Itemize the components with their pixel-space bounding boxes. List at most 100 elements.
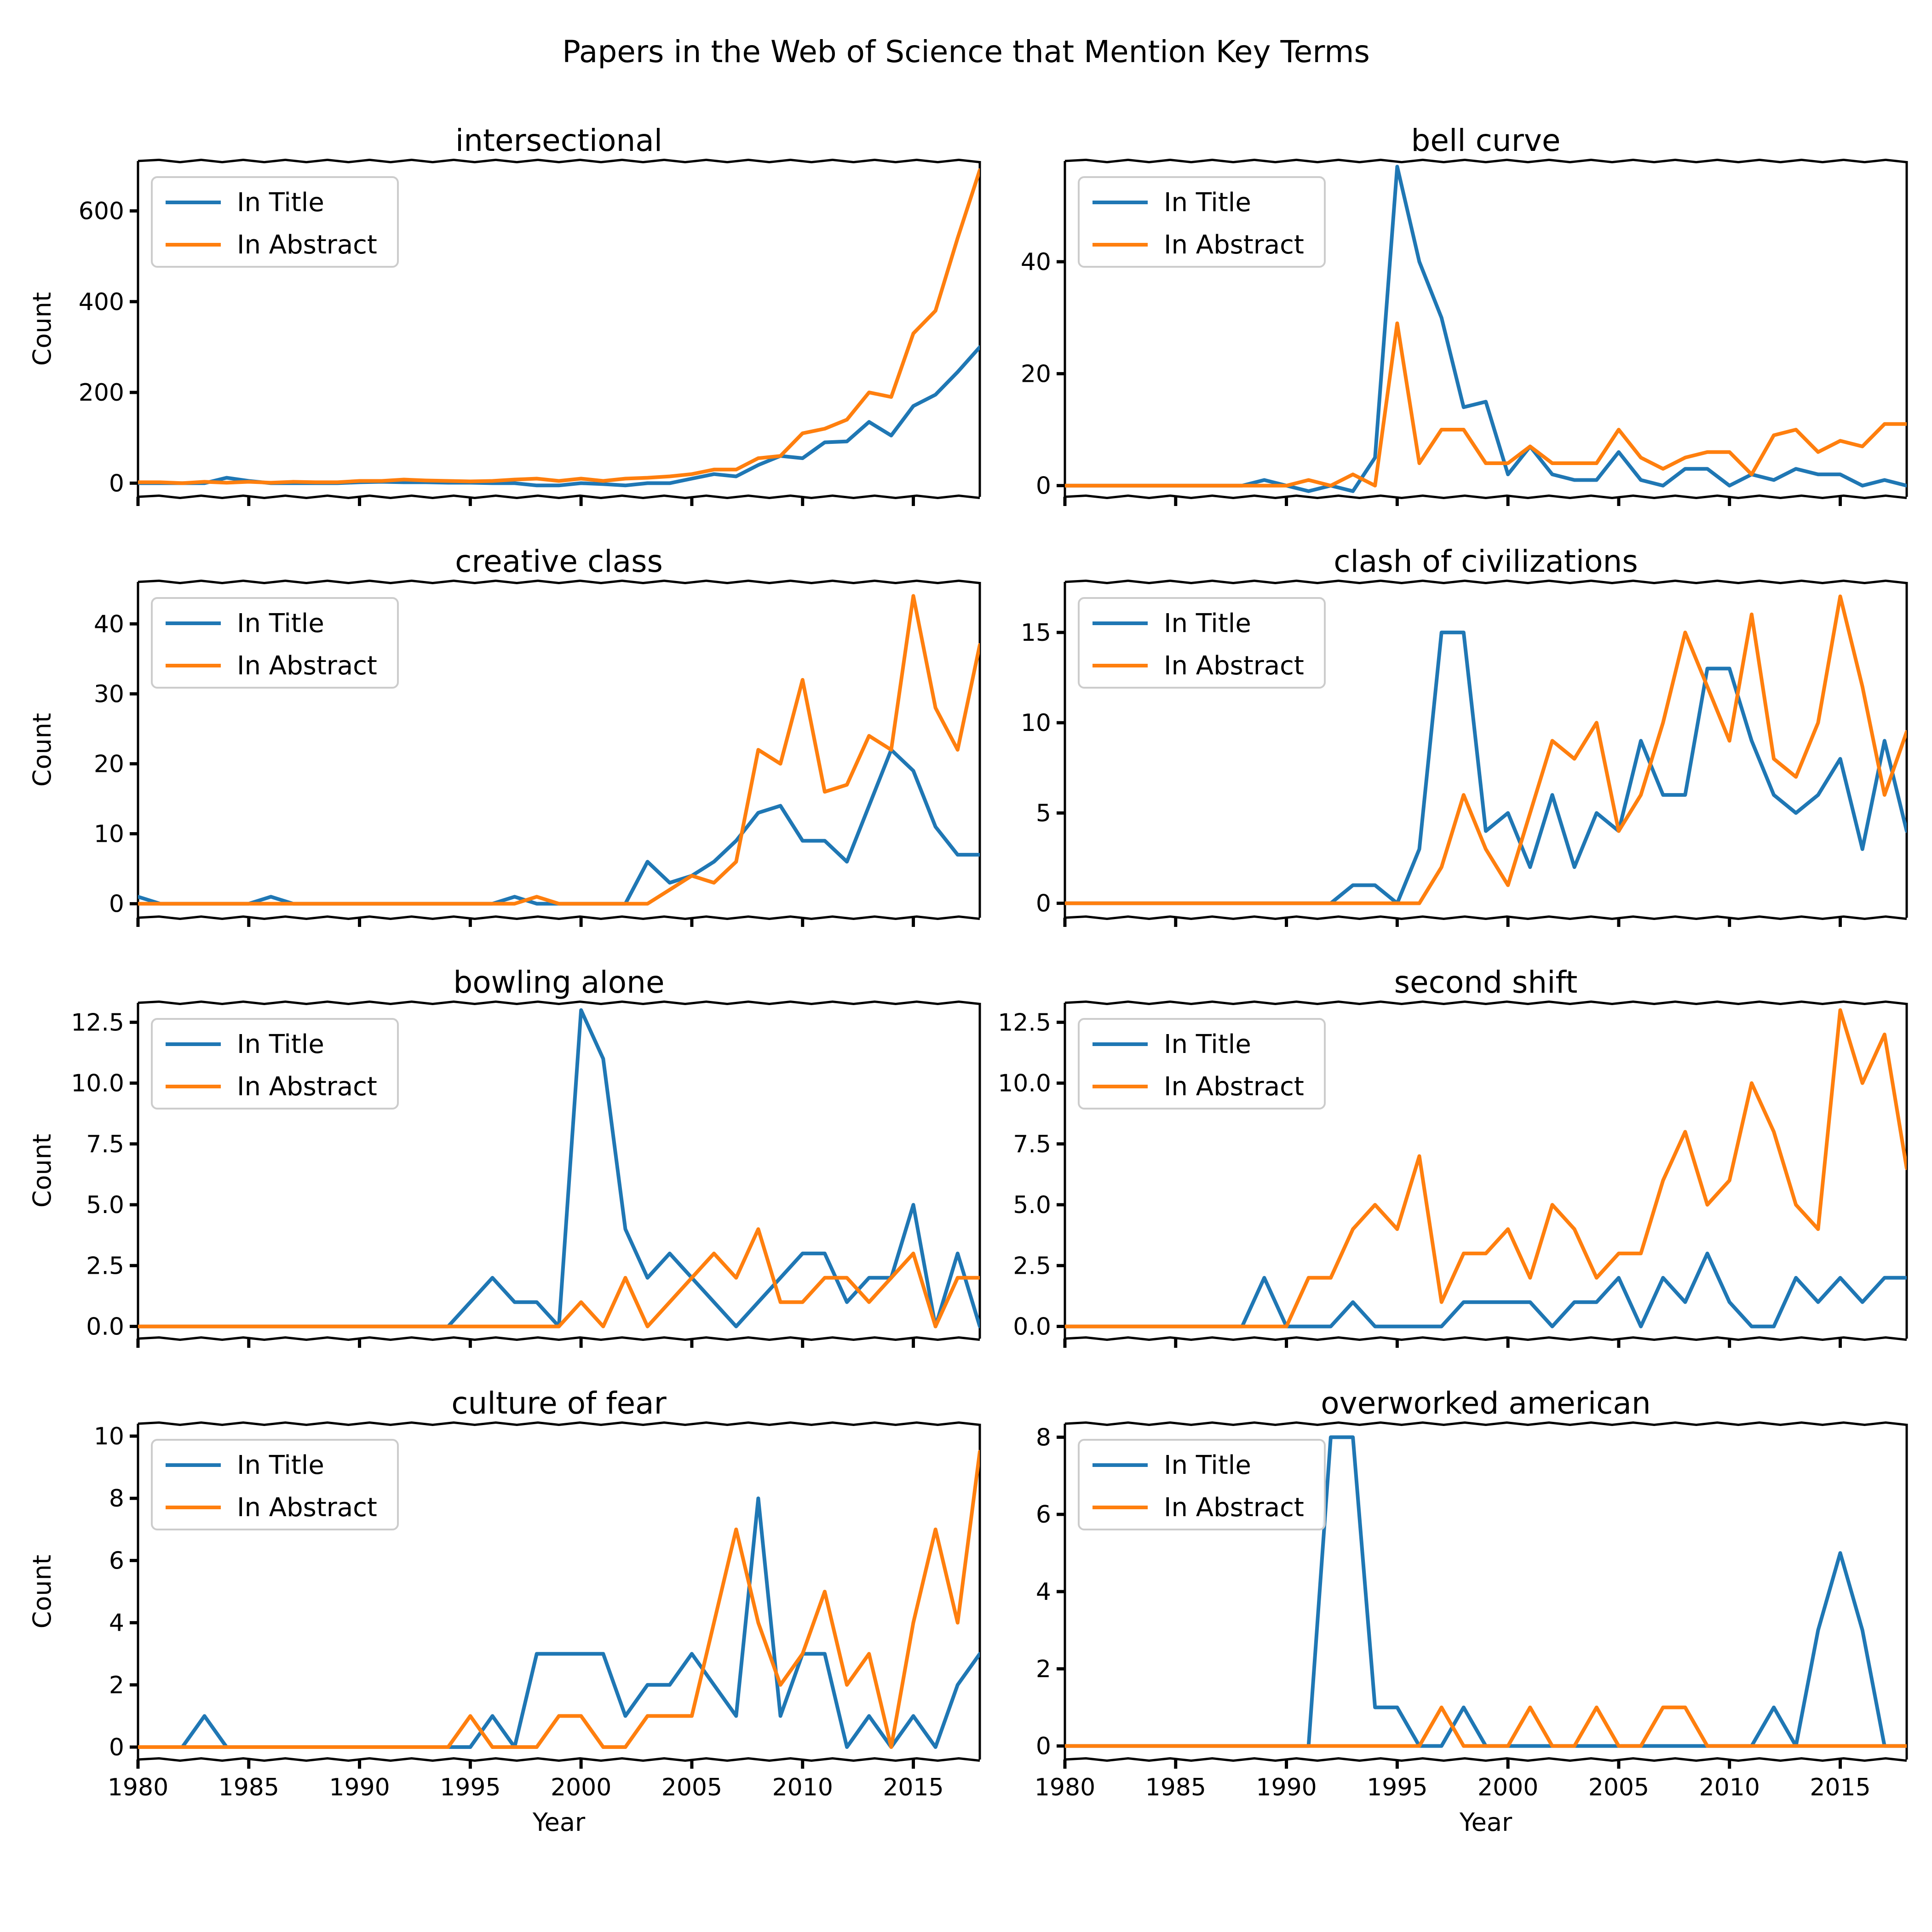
x-tick-label: 2010 — [1699, 1774, 1760, 1801]
x-tick-label: 2010 — [772, 1774, 833, 1801]
y-tick-label: 5.0 — [86, 1191, 124, 1219]
axis-bottom-spine — [138, 494, 980, 500]
y-tick-label: 7.5 — [1013, 1131, 1051, 1158]
axis-top-spine — [1064, 1000, 1907, 1006]
legend-label: In Title — [1164, 1450, 1251, 1480]
legend-label: In Title — [1164, 609, 1251, 638]
legend: In Title In Abstract — [1078, 597, 1326, 689]
y-tick-label: 6 — [109, 1547, 124, 1575]
axis-top-spine — [1064, 1421, 1907, 1426]
y-tick-label: 600 — [79, 198, 124, 225]
y-tick-label: 30 — [94, 680, 124, 708]
y-tick-label: 8 — [109, 1485, 124, 1512]
panel-bell-curve: bell curve 0 20 40 In Title In Abstract — [1021, 123, 1908, 506]
y-tick-label: 5 — [1036, 799, 1051, 827]
panel-bowling-alone: bowling alone 0.0 2.5 5.0 7.5 10.0 12.5 Count In… — [28, 965, 981, 1348]
series-line-in-abstract — [138, 1227, 980, 1328]
legend-label: In Abstract — [1164, 651, 1304, 681]
legend: In Title In Abstract — [151, 1018, 399, 1110]
y-tick-label: 0.0 — [86, 1313, 124, 1341]
panel-title: culture of fear — [451, 1386, 667, 1421]
legend-label: In Abstract — [237, 1493, 377, 1523]
y-tick-label: 0 — [109, 1734, 124, 1761]
x-tick-label: 2015 — [1810, 1774, 1870, 1801]
axis-bottom-spine — [138, 1336, 980, 1341]
x-tick-label: 2000 — [551, 1774, 611, 1801]
y-tick-label: 4 — [1036, 1578, 1051, 1606]
y-tick-label: 2 — [1036, 1656, 1051, 1683]
y-tick-label: 12.5 — [998, 1009, 1051, 1036]
series-line-in-abstract — [138, 594, 980, 906]
y-axis-label: Count — [28, 1134, 57, 1208]
x-tick-label: 1995 — [1367, 1774, 1427, 1801]
y-tick-label: 10 — [94, 821, 124, 848]
y-tick-label: 0 — [1036, 890, 1051, 918]
axis-top-spine — [1064, 579, 1907, 585]
y-tick-label: 6 — [1036, 1501, 1051, 1529]
legend-label: In Abstract — [237, 651, 377, 681]
series-line-in-abstract — [1065, 1705, 1907, 1748]
legend-label: In Abstract — [1164, 1493, 1304, 1523]
x-tick-label: 1990 — [329, 1774, 390, 1801]
legend: In Title In Abstract — [1078, 176, 1326, 268]
panel-title: second shift — [1394, 965, 1578, 1000]
y-tick-label: 8 — [1036, 1424, 1051, 1451]
x-axis-label: Year — [532, 1808, 586, 1837]
panel-title: overworked american — [1321, 1386, 1650, 1421]
y-tick-label: 0 — [1036, 1733, 1051, 1760]
y-tick-label: 40 — [94, 610, 124, 638]
legend: In Title In Abstract — [151, 176, 399, 268]
y-tick-label: 10.0 — [71, 1070, 124, 1098]
y-axis-label: Count — [28, 713, 57, 787]
legend-label: In Title — [1164, 188, 1251, 218]
y-tick-label: 2 — [109, 1672, 124, 1699]
panel-title: creative class — [455, 544, 663, 579]
x-tick-label: 2005 — [1588, 1774, 1649, 1801]
y-tick-label: 20 — [1021, 360, 1051, 388]
x-tick-label: 2005 — [661, 1774, 722, 1801]
panel-title: intersectional — [455, 123, 662, 158]
axis-top-spine — [138, 1000, 980, 1006]
x-tick-label: 1980 — [1035, 1774, 1095, 1801]
y-tick-label: 2.5 — [1013, 1252, 1051, 1280]
x-tick-label: 2015 — [883, 1774, 943, 1801]
legend: In Title In Abstract — [151, 597, 399, 689]
legend-label: In Abstract — [237, 230, 377, 260]
series-line-in-abstract — [138, 1449, 980, 1749]
y-tick-label: 10 — [94, 1423, 124, 1450]
axis-bottom-spine — [1064, 1757, 1907, 1762]
x-tick-label: 1990 — [1256, 1774, 1317, 1801]
x-tick-label: 1985 — [218, 1774, 279, 1801]
x-tick-label: 1995 — [440, 1774, 500, 1801]
axis-bottom-spine — [1064, 915, 1907, 920]
panel-title: clash of civilizations — [1334, 544, 1638, 579]
axis-bottom-spine — [1064, 494, 1907, 500]
panel-title: bell curve — [1411, 123, 1560, 158]
series-line-in-abstract — [1065, 594, 1907, 905]
axis-bottom-spine — [1064, 1336, 1907, 1341]
y-tick-label: 15 — [1021, 619, 1051, 647]
axis-top-spine — [138, 1421, 980, 1426]
legend-label: In Title — [237, 188, 324, 218]
legend: In Title In Abstract — [1078, 1439, 1326, 1530]
panel-overworked-american: overworked american 0 2 4 6 8 1980 1985 1990 1995… — [1035, 1386, 1908, 1837]
y-tick-label: 7.5 — [86, 1131, 124, 1158]
series-line-in-title — [138, 345, 980, 488]
panel-second-shift: second shift 0.0 2.5 5.0 7.5 10.0 12.5 In Title… — [998, 965, 1908, 1348]
axis-bottom-spine — [138, 1757, 980, 1762]
legend-label: In Abstract — [1164, 230, 1304, 260]
axis-bottom-spine — [138, 915, 980, 920]
legend-label: In Title — [237, 1029, 324, 1059]
y-axis-label: Count — [28, 1555, 57, 1628]
y-tick-label: 10 — [1021, 709, 1051, 737]
series-line-in-abstract — [138, 168, 980, 485]
x-axis-label: Year — [1459, 1808, 1512, 1837]
series-line-in-abstract — [1065, 321, 1907, 488]
y-tick-label: 4 — [109, 1610, 124, 1637]
y-tick-label: 0 — [1036, 472, 1051, 500]
panel-creative-class: creative class 0 10 20 30 40 Count In Title In A… — [28, 544, 981, 927]
legend-label: In Abstract — [237, 1072, 377, 1102]
figure-suptitle: Papers in the Web of Science that Mentio… — [562, 34, 1370, 69]
